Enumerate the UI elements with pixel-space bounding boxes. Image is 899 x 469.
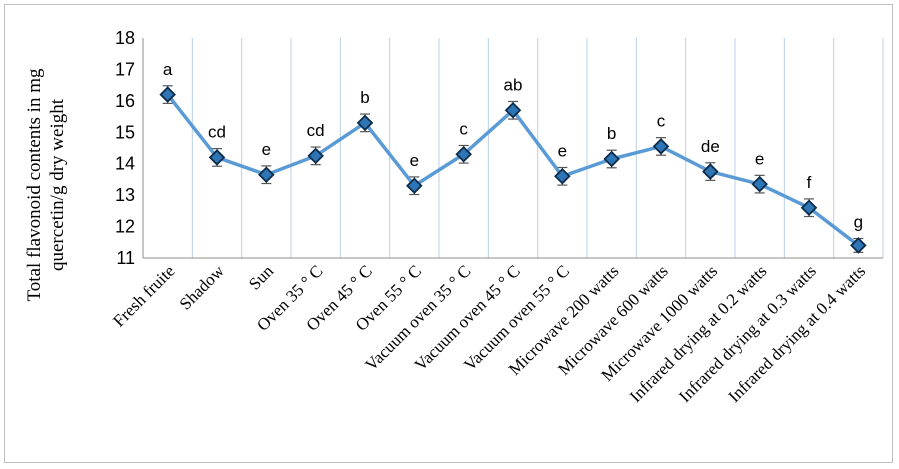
data-point-marker <box>159 86 176 103</box>
data-point-marker <box>504 102 522 119</box>
chart-frame: Total flavonoid contents in mg quercetin… <box>4 4 893 463</box>
significance-letter: a <box>163 60 173 79</box>
grid-layer <box>191 38 884 258</box>
y-tick-label: 17 <box>115 59 135 79</box>
y-tick-label: 11 <box>116 248 135 268</box>
y-tick-label: 14 <box>115 154 135 174</box>
y-tick-label: 18 <box>115 28 135 48</box>
data-point-marker <box>258 166 275 183</box>
significance-letter: e <box>262 140 271 159</box>
data-point-marker <box>554 168 571 185</box>
data-point-marker <box>800 199 818 216</box>
significance-letter: de <box>701 137 720 156</box>
data-point-marker <box>455 146 472 163</box>
data-point-marker <box>603 150 620 168</box>
x-tick-label: Shadow <box>176 261 229 314</box>
data-point-marker <box>208 149 226 166</box>
x-tick-label: Fresh fruite <box>109 261 178 330</box>
significance-letter: e <box>410 151 419 170</box>
significance-letter: e <box>755 149 764 168</box>
significance-letter: cd <box>307 121 325 140</box>
y-tick-labels: 11 12 13 14 15 16 17 18 <box>115 28 135 268</box>
data-points <box>159 86 867 254</box>
data-point-marker <box>406 177 423 194</box>
y-tick-label: 13 <box>115 185 135 205</box>
y-axis-title-line2: quercetin/g dry weight <box>47 98 68 271</box>
significance-letter: c <box>459 119 468 138</box>
significance-letter: c <box>657 112 666 131</box>
data-point-marker <box>751 175 768 193</box>
data-point-marker <box>307 147 324 165</box>
y-tick-label: 12 <box>115 217 135 237</box>
significance-letter: cd <box>208 123 226 142</box>
data-point-marker <box>702 163 719 180</box>
y-tick-label: 15 <box>115 122 135 142</box>
data-point-marker <box>652 138 670 155</box>
axis-layer <box>142 38 883 259</box>
data-point-marker <box>850 237 867 254</box>
significance-letter: ab <box>504 75 523 94</box>
significance-letter: e <box>558 141 567 160</box>
data-point-marker <box>356 114 374 132</box>
significance-letter: f <box>807 173 812 192</box>
y-tick-label: 16 <box>115 91 135 111</box>
significance-letter: g <box>854 213 863 232</box>
significance-letter: b <box>607 124 616 143</box>
flavonoid-line-chart: Total flavonoid contents in mg quercetin… <box>24 28 884 406</box>
significance-letter: b <box>360 88 369 107</box>
x-tick-label: Sun <box>245 261 277 293</box>
y-axis-title-line1: Total flavonoid contents in mg <box>24 68 45 301</box>
